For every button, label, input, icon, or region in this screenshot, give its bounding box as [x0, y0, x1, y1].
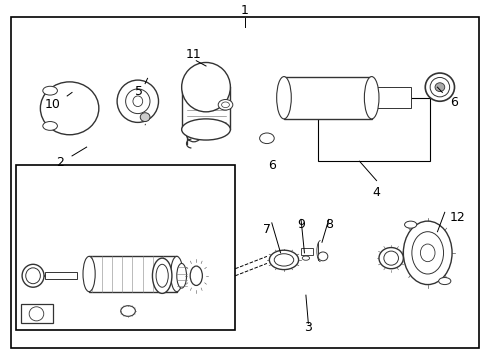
Text: 3: 3: [304, 321, 312, 334]
FancyBboxPatch shape: [284, 77, 372, 119]
Ellipse shape: [152, 258, 172, 293]
Ellipse shape: [365, 77, 379, 119]
Ellipse shape: [43, 86, 57, 95]
Ellipse shape: [302, 256, 310, 260]
Ellipse shape: [29, 307, 44, 321]
Ellipse shape: [182, 119, 230, 140]
Ellipse shape: [403, 221, 452, 284]
FancyBboxPatch shape: [301, 248, 313, 255]
Ellipse shape: [182, 63, 230, 112]
FancyBboxPatch shape: [45, 272, 77, 279]
Ellipse shape: [420, 244, 435, 262]
Ellipse shape: [425, 73, 455, 101]
Text: 9: 9: [297, 217, 305, 231]
Ellipse shape: [405, 221, 417, 228]
Circle shape: [260, 133, 274, 144]
Ellipse shape: [274, 254, 294, 266]
Text: 11: 11: [186, 48, 202, 61]
Text: 2: 2: [56, 156, 64, 169]
Ellipse shape: [117, 80, 159, 122]
Ellipse shape: [133, 96, 143, 107]
Ellipse shape: [318, 252, 328, 261]
Ellipse shape: [43, 122, 57, 130]
Circle shape: [218, 99, 233, 110]
Ellipse shape: [22, 264, 44, 287]
Bar: [16, 165, 235, 330]
Text: 5: 5: [135, 85, 143, 98]
Ellipse shape: [277, 77, 291, 119]
Text: 7: 7: [263, 223, 271, 236]
Ellipse shape: [379, 248, 403, 269]
Ellipse shape: [190, 266, 202, 285]
Ellipse shape: [270, 250, 298, 270]
Ellipse shape: [26, 268, 40, 284]
Text: 1: 1: [241, 4, 249, 17]
Ellipse shape: [83, 256, 95, 292]
Ellipse shape: [430, 77, 450, 97]
Text: 10: 10: [45, 98, 60, 111]
Ellipse shape: [40, 82, 99, 135]
Circle shape: [221, 102, 229, 108]
FancyBboxPatch shape: [318, 98, 430, 161]
Text: 4: 4: [372, 186, 381, 199]
Ellipse shape: [412, 232, 443, 274]
Ellipse shape: [171, 256, 183, 292]
Text: 6: 6: [450, 96, 458, 109]
FancyBboxPatch shape: [89, 256, 177, 292]
Text: 12: 12: [450, 211, 465, 224]
Ellipse shape: [156, 264, 168, 287]
Ellipse shape: [177, 264, 187, 288]
Ellipse shape: [384, 251, 398, 265]
Ellipse shape: [439, 278, 451, 284]
Text: 6: 6: [268, 159, 276, 172]
FancyBboxPatch shape: [376, 87, 411, 108]
Text: 8: 8: [325, 217, 333, 231]
Ellipse shape: [125, 89, 150, 114]
Ellipse shape: [140, 113, 150, 122]
Ellipse shape: [435, 83, 445, 91]
Ellipse shape: [121, 306, 135, 316]
Bar: [21, 304, 52, 323]
